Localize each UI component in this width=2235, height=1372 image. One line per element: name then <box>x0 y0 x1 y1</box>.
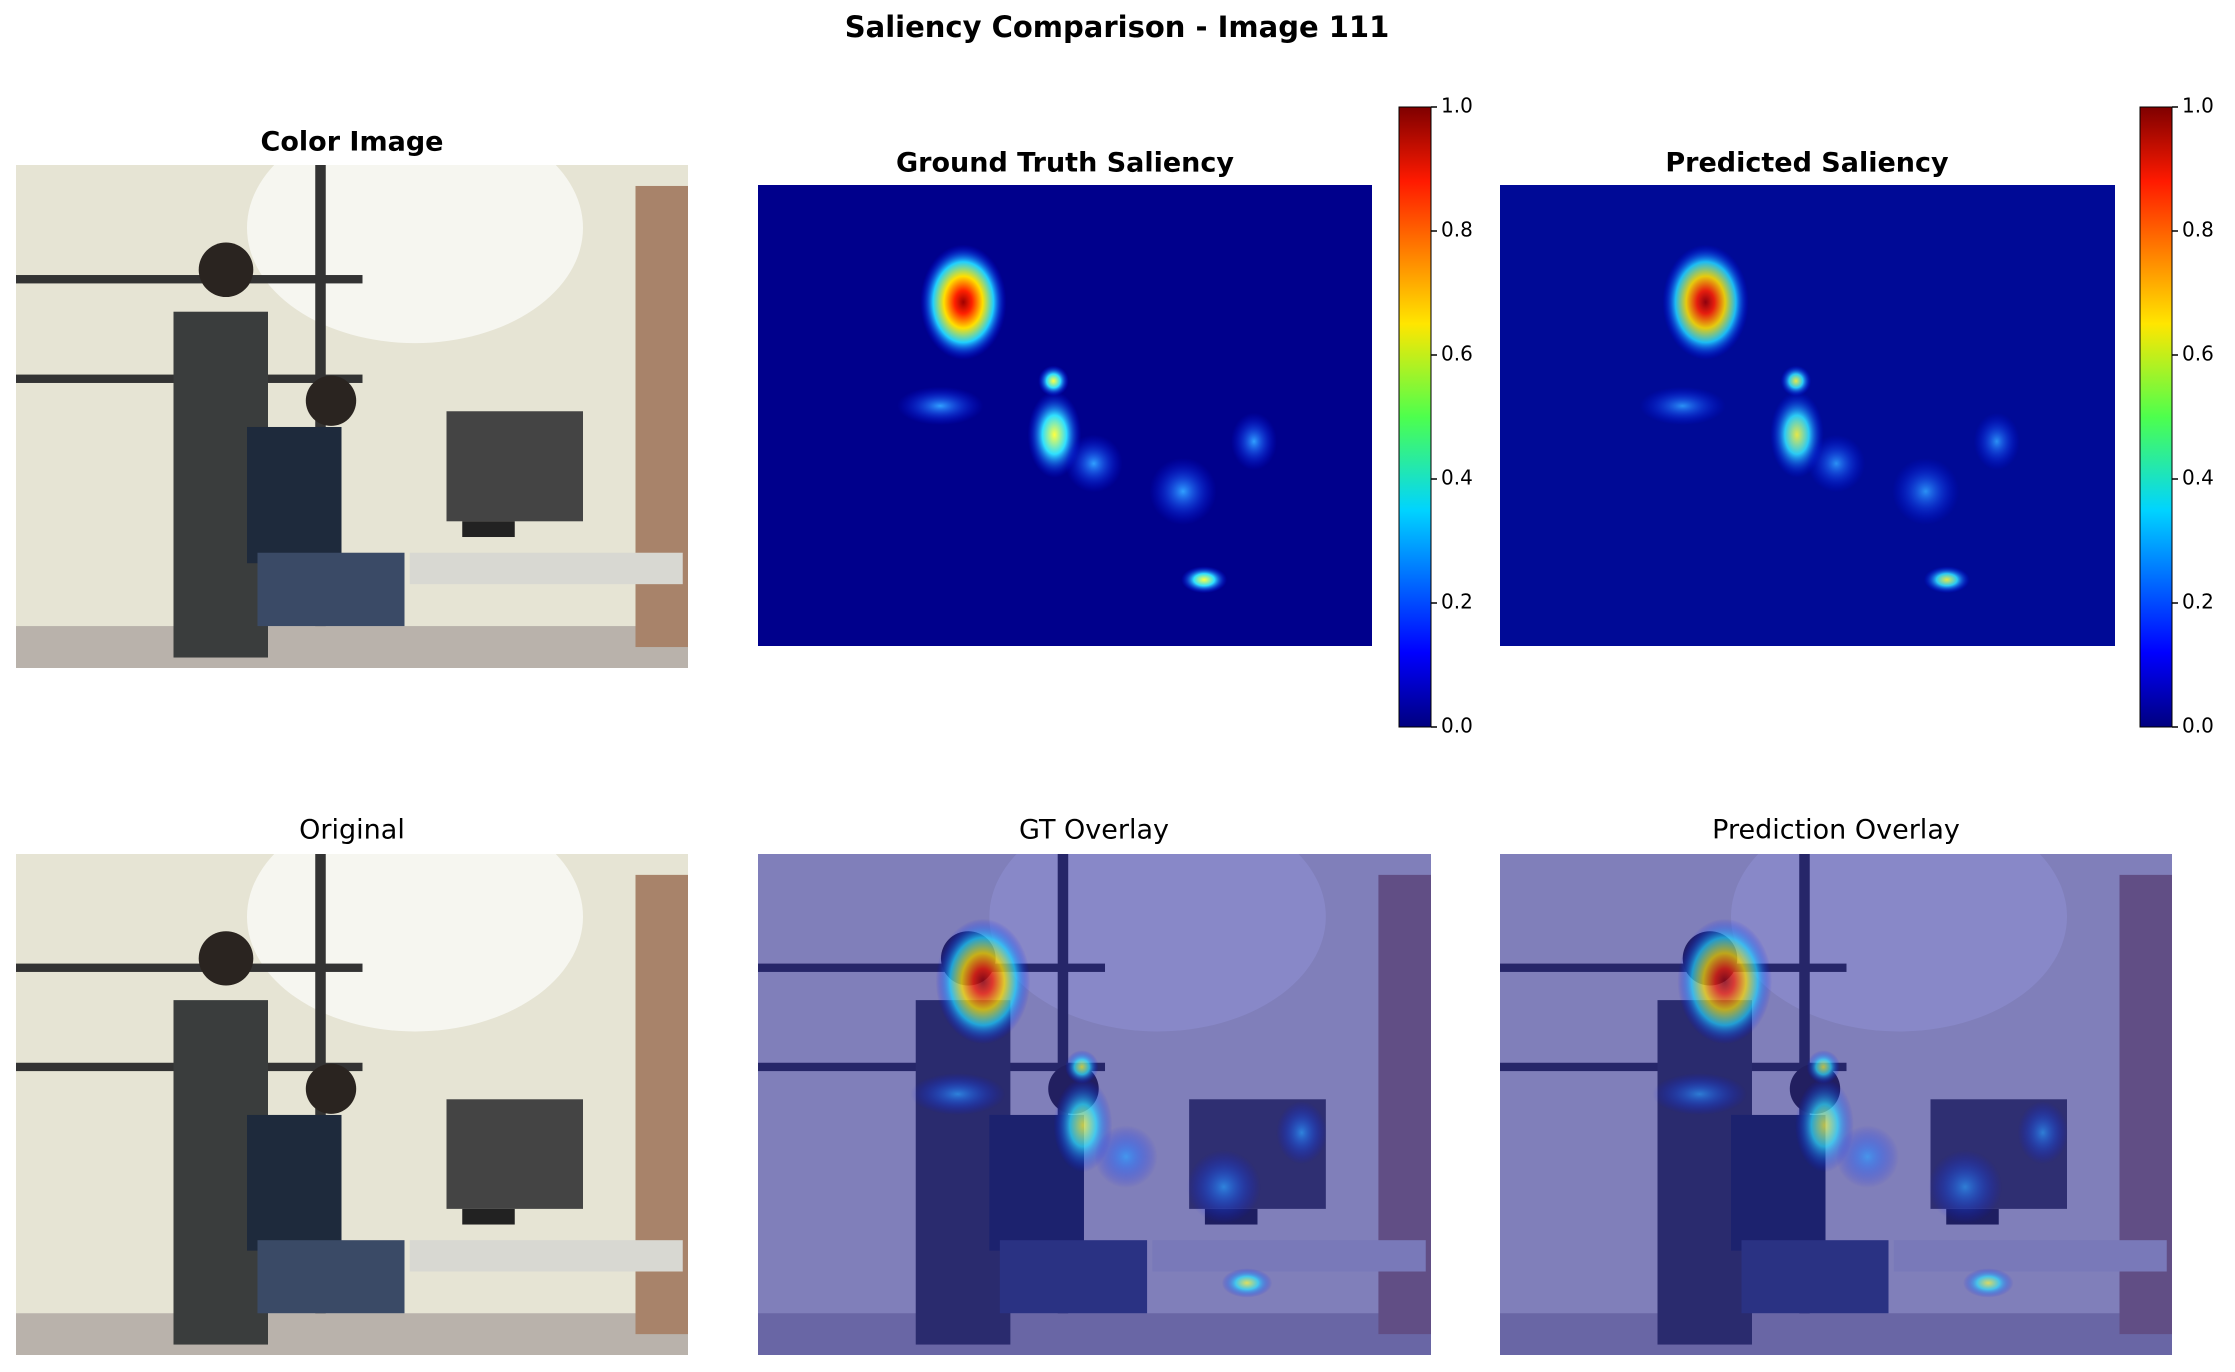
colorbar-tick-label: 0.2 <box>1441 590 1473 614</box>
colorbar-tick-label: 1.0 <box>2182 94 2214 118</box>
original-image <box>16 854 688 1355</box>
panel-title: Predicted Saliency <box>1665 148 1949 179</box>
panel-title: Original <box>299 815 405 846</box>
panel-title: Ground Truth Saliency <box>896 148 1234 179</box>
panel-title: Color Image <box>261 127 444 158</box>
colorbar-tick-label: 0.4 <box>1441 466 1473 490</box>
colorbar-tick-label: 0.8 <box>2182 218 2214 242</box>
colorbar-tick-label: 0.0 <box>1441 714 1473 738</box>
colorbar-tick-label: 0.6 <box>1441 342 1473 366</box>
figure-title: Saliency Comparison - Image 111 <box>845 10 1390 44</box>
colorbar-tick-label: 0.8 <box>1441 218 1473 242</box>
panel-title: Prediction Overlay <box>1712 815 1960 846</box>
colorbar-tick-label: 0.2 <box>2182 590 2214 614</box>
colorbar-tick-label: 0.0 <box>2182 714 2214 738</box>
colorbar-tick-label: 1.0 <box>1441 94 1473 118</box>
panel-title: GT Overlay <box>1019 815 1169 846</box>
colorbar-tick-label: 0.6 <box>2182 342 2214 366</box>
color-image <box>16 165 688 668</box>
colorbar <box>1398 106 1432 728</box>
colorbar <box>2139 106 2173 728</box>
colorbar-tick-label: 0.4 <box>2182 466 2214 490</box>
